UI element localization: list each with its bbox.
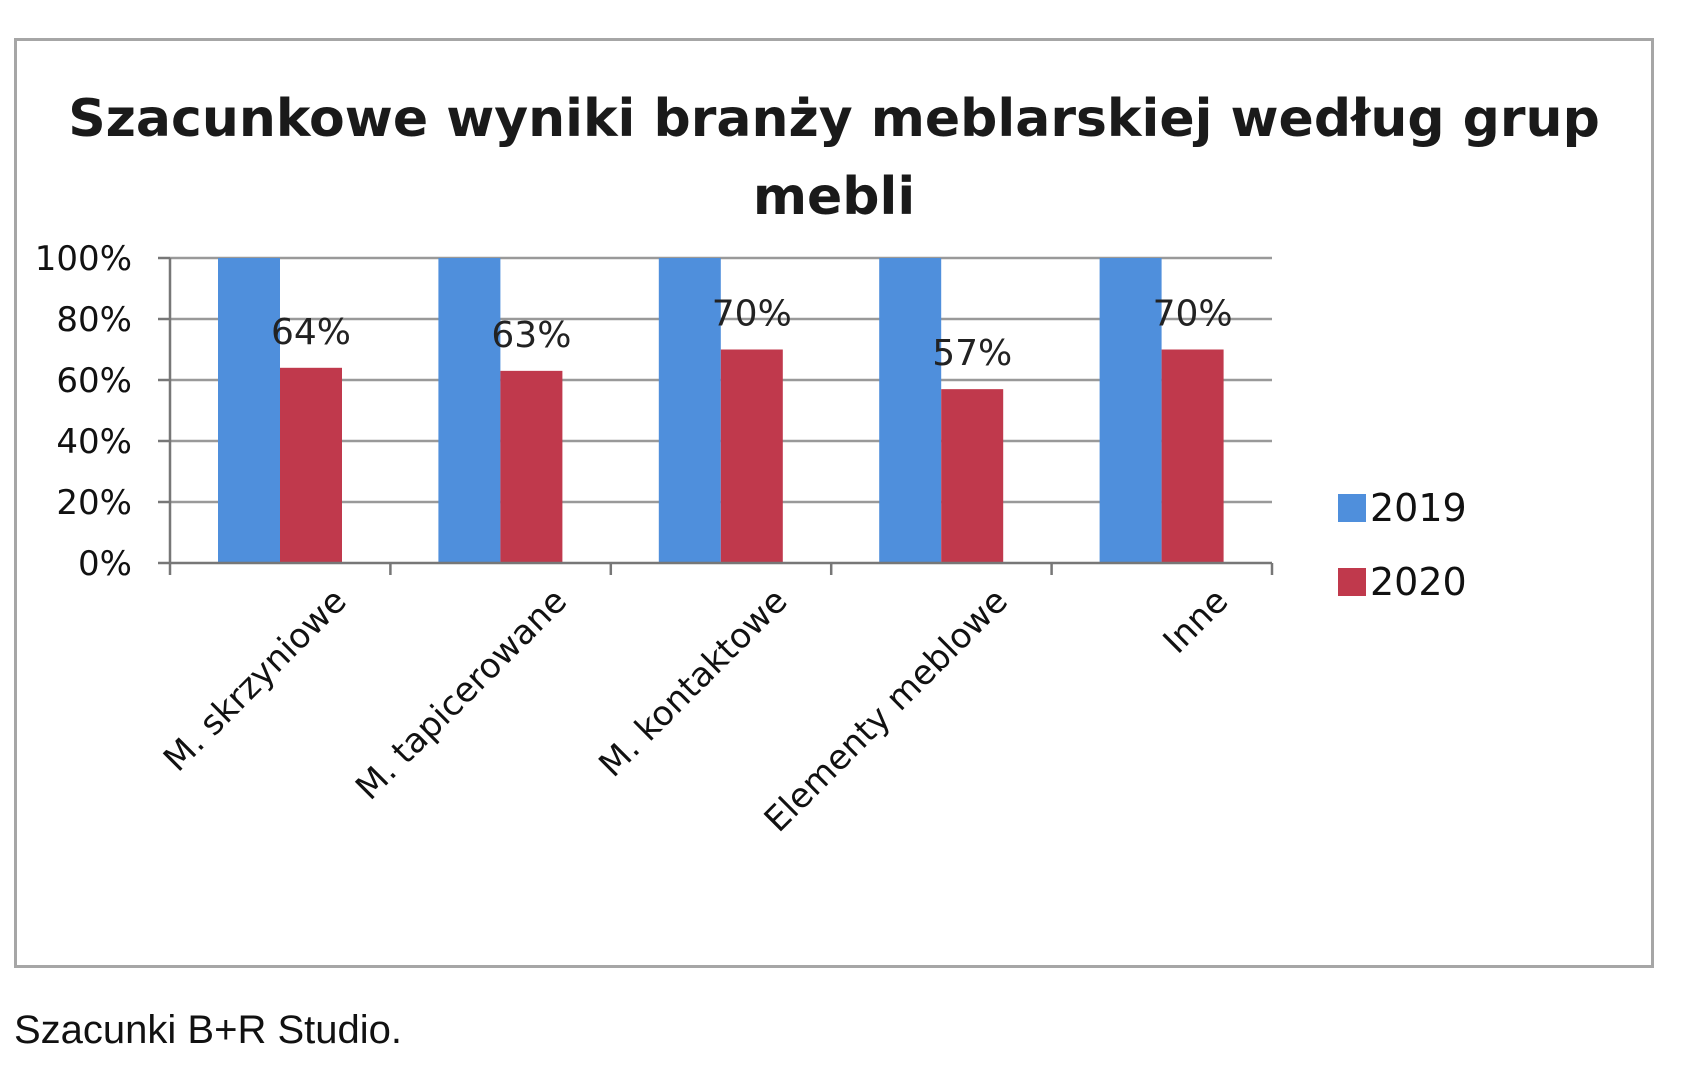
bar-2020 [280, 367, 342, 563]
legend-label: 2019 [1370, 486, 1467, 530]
category-label: M. kontaktowe [591, 581, 795, 785]
bar-2020 [720, 349, 783, 563]
bar-2019 [879, 258, 942, 563]
labels: 0% 20% 40% 60% 80% 100% 64% M. skrzyniowe 63% M. … [35, 239, 1236, 840]
bar-2019 [218, 258, 280, 563]
data-label: 57% [932, 333, 1012, 374]
y-tick-label: 20% [56, 483, 132, 523]
bar-2020 [500, 370, 563, 563]
y-tick-label: 0% [78, 544, 132, 584]
category-label: M. tapicerowane [348, 581, 575, 808]
bar-2019 [1099, 258, 1162, 563]
bar-2019 [438, 258, 501, 563]
legend-swatch-2019 [1338, 494, 1366, 522]
y-tick-label: 80% [56, 300, 132, 340]
bar-2019 [658, 258, 721, 563]
data-label: 64% [271, 312, 351, 353]
chart-plot: 0% 20% 40% 60% 80% 100% 64% M. skrzyniowe 63% M. … [35, 239, 1467, 840]
data-label: 63% [491, 315, 571, 356]
legend: 2019 2020 [1338, 486, 1467, 604]
data-label: 70% [1153, 294, 1233, 335]
source-note: Szacunki B+R Studio. [14, 1008, 402, 1052]
bars [218, 258, 1224, 563]
chart-title: Szacunkowe wyniki branży meblarskiej wed… [68, 89, 1600, 227]
legend-swatch-2020 [1338, 568, 1366, 596]
data-label: 70% [712, 294, 792, 335]
axes [158, 256, 1274, 575]
bar-2020 [941, 389, 1004, 563]
y-tick-label: 100% [35, 239, 132, 279]
category-label: M. skrzyniowe [156, 581, 355, 780]
category-label: Elementy meblowe [757, 581, 1016, 840]
y-tick-label: 60% [56, 361, 132, 401]
bar-2020 [1161, 349, 1224, 563]
y-tick-label: 40% [56, 422, 132, 462]
category-label: Inne [1156, 581, 1237, 662]
legend-label: 2020 [1370, 560, 1467, 604]
